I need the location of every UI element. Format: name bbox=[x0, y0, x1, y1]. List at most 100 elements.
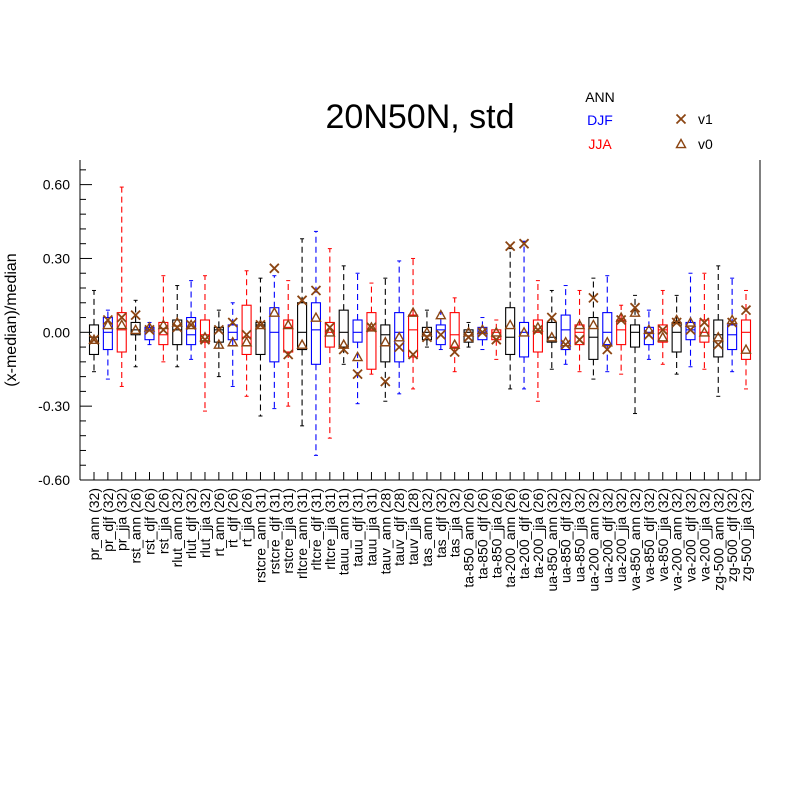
iqr-box bbox=[102, 316, 113, 351]
v1-marker bbox=[685, 324, 696, 335]
x-category-label: ta-200_jja (26) bbox=[530, 488, 546, 578]
x-category-label: rltcre_jja (31) bbox=[322, 488, 338, 570]
iqr-box bbox=[366, 312, 377, 370]
x-category-label: pr_jja (32) bbox=[114, 488, 130, 551]
x-category-label: pr_djf (32) bbox=[100, 488, 116, 552]
v1-marker bbox=[213, 324, 224, 335]
box-3 bbox=[129, 299, 142, 368]
x-category-label: ta-850_ann (26) bbox=[461, 488, 477, 588]
v1-marker bbox=[366, 322, 377, 333]
box-37 bbox=[601, 275, 613, 373]
box-45 bbox=[712, 265, 724, 397]
box-2 bbox=[116, 186, 128, 387]
v0-marker bbox=[116, 318, 128, 330]
v1-marker bbox=[310, 285, 322, 296]
box-27 bbox=[462, 321, 475, 348]
v1-marker bbox=[616, 314, 627, 326]
x-category-label: zg-500_jja (32) bbox=[738, 488, 754, 581]
iqr-box bbox=[643, 326, 654, 346]
x-category-label: rlut_djf (32) bbox=[183, 488, 199, 559]
v0-marker bbox=[157, 318, 170, 330]
iqr-box bbox=[629, 324, 641, 348]
x-category-label: tauv_djf (28) bbox=[391, 488, 407, 566]
v0-marker bbox=[657, 331, 669, 342]
box-9 bbox=[213, 309, 225, 378]
v0-marker bbox=[490, 326, 502, 337]
x-category-label: ta-850_djf (26) bbox=[474, 488, 490, 579]
iqr-box bbox=[297, 302, 308, 351]
v1-marker bbox=[255, 319, 266, 331]
box-21 bbox=[379, 277, 392, 402]
x-category-label: tauv_ann (28) bbox=[377, 488, 393, 574]
box-36 bbox=[587, 277, 600, 380]
iqr-box bbox=[338, 309, 349, 348]
v1-marker bbox=[657, 324, 668, 335]
v0-marker bbox=[213, 338, 225, 349]
v0-marker bbox=[643, 323, 655, 335]
v0-marker bbox=[601, 336, 613, 347]
v0-marker bbox=[421, 326, 433, 337]
legend-v0-marker bbox=[675, 138, 687, 149]
iqr-box bbox=[130, 321, 141, 336]
legend-v1-label: v1 bbox=[698, 111, 713, 127]
box-16 bbox=[310, 230, 322, 456]
x-category-label: va-200_ann (32) bbox=[669, 488, 685, 591]
iqr-box bbox=[199, 319, 211, 343]
x-category-label: tauu_jja (31) bbox=[363, 488, 379, 566]
box-20 bbox=[365, 282, 378, 375]
x-category-label: rstcre_ann (31) bbox=[252, 488, 268, 583]
box-34 bbox=[559, 285, 572, 365]
box-43 bbox=[684, 272, 697, 368]
v1-marker bbox=[726, 317, 738, 328]
box-1 bbox=[102, 309, 114, 380]
x-category-label: rlut_ann (32) bbox=[169, 488, 185, 567]
v1-marker bbox=[713, 339, 724, 350]
box-26 bbox=[448, 297, 461, 373]
x-category-label: ta-200_ann (26) bbox=[502, 488, 518, 588]
box-19 bbox=[351, 272, 364, 405]
box-42 bbox=[670, 294, 683, 375]
x-category-label: rt_djf (26) bbox=[225, 488, 241, 548]
v1-marker bbox=[629, 302, 641, 313]
v0-marker bbox=[546, 331, 558, 342]
v0-marker bbox=[365, 321, 378, 332]
v0-marker bbox=[712, 331, 724, 342]
v0-marker bbox=[407, 306, 419, 317]
box-30 bbox=[504, 241, 516, 390]
v1-marker bbox=[602, 344, 613, 355]
v1-marker bbox=[421, 332, 433, 343]
iqr-box bbox=[713, 319, 724, 358]
v1-marker bbox=[449, 346, 460, 358]
v1-marker bbox=[477, 327, 488, 338]
box-4 bbox=[143, 321, 156, 346]
v1-marker bbox=[172, 322, 183, 333]
v1-marker bbox=[463, 332, 474, 343]
v1-marker bbox=[671, 317, 682, 328]
x-category-label: tauu_ann (31) bbox=[336, 488, 352, 575]
v1-marker bbox=[158, 324, 169, 335]
x-category-label: rt_jja (26) bbox=[239, 488, 255, 547]
v0-marker bbox=[684, 316, 697, 327]
y-tick-label: -0.30 bbox=[38, 398, 70, 414]
legend-v0-label: v0 bbox=[698, 136, 713, 152]
v1-marker bbox=[699, 317, 710, 328]
box-32 bbox=[532, 280, 544, 402]
iqr-box bbox=[380, 324, 391, 363]
v1-marker bbox=[740, 305, 752, 316]
x-category-label: ua-850_djf (32) bbox=[558, 488, 574, 583]
v0-marker bbox=[573, 318, 586, 330]
x-category-label: tauv_jja (28) bbox=[405, 488, 421, 565]
x-category-label: ua-850_jja (32) bbox=[572, 488, 588, 582]
v0-marker bbox=[185, 318, 197, 330]
x-category-label: ua-200_ann (32) bbox=[585, 488, 601, 592]
season-legend: ANN DJF JJA bbox=[585, 89, 615, 152]
x-category-label: rltcre_ann (31) bbox=[294, 488, 310, 579]
v1-marker bbox=[296, 295, 308, 306]
v0-marker bbox=[240, 336, 253, 347]
v0-marker bbox=[171, 316, 183, 327]
x-category-label: va-850_ann (32) bbox=[627, 488, 643, 591]
box-0 bbox=[88, 289, 100, 373]
v1-marker bbox=[88, 334, 100, 345]
x-category-label: rst_ann (26) bbox=[128, 488, 144, 563]
v0-marker bbox=[324, 326, 336, 337]
